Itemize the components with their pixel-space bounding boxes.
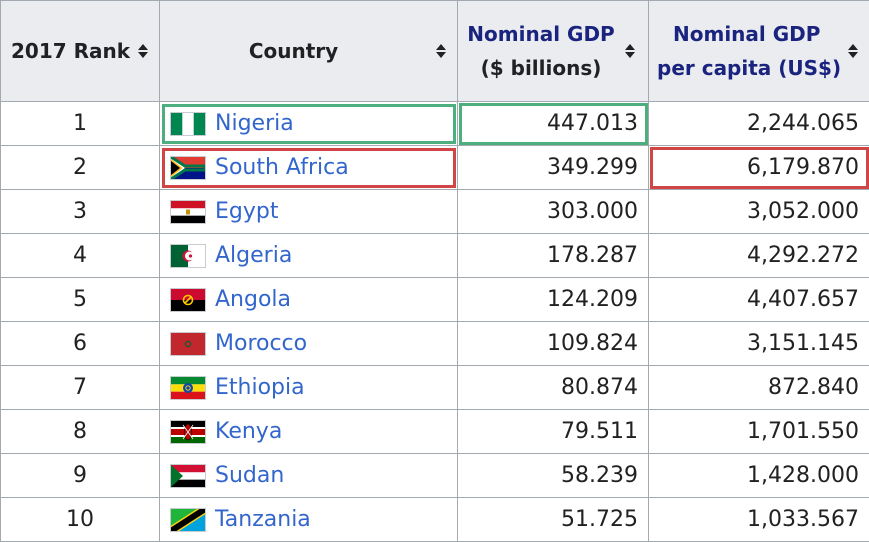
south-africa-flag-icon[interactable] (170, 155, 206, 180)
country-cell: Algeria (159, 233, 458, 278)
country-cell: Tanzania (159, 497, 458, 542)
gdp-per-capita-header-link[interactable]: Nominal GDP (673, 22, 821, 46)
sort-icon[interactable] (137, 43, 149, 59)
morocco-flag-icon[interactable] (170, 331, 206, 356)
gdp-per-capita-cell: 3,052.000 (648, 189, 869, 234)
gdp-cell: 80.874 (457, 365, 649, 410)
kenya-flag-icon[interactable] (170, 419, 206, 444)
gdp-header-unit: ($ billions) (480, 56, 602, 80)
country-cell: Nigeria (159, 101, 458, 146)
gdp-per-capita-header-unit[interactable]: per capita (US$) (657, 56, 842, 80)
gdp-per-capita-cell: 1,033.567 (648, 497, 869, 542)
nigeria-flag-icon[interactable] (170, 111, 206, 136)
rank-cell: 7 (0, 365, 160, 410)
sudan-flag-icon[interactable] (170, 463, 206, 488)
table-row: 3 Egypt 303.000 3,052.000 (0, 189, 869, 234)
table-row: 5 Angola 124.209 4,407.657 (0, 277, 869, 322)
country-cell: Egypt (159, 189, 458, 234)
table-row: 1 Nigeria 447.013 2,244.065 (0, 101, 869, 146)
country-column-header[interactable]: Country (159, 0, 458, 102)
country-header-label: Country (248, 39, 339, 63)
country-cell: Morocco (159, 321, 458, 366)
country-link[interactable]: Nigeria (215, 111, 294, 136)
egypt-flag-icon[interactable] (170, 199, 206, 224)
country-link[interactable]: Ethiopia (215, 375, 305, 400)
gdp-cell: 303.000 (457, 189, 649, 234)
gdp-per-capita-cell: 1,701.550 (648, 409, 869, 454)
sort-icon[interactable] (847, 43, 859, 59)
rank-cell: 4 (0, 233, 160, 278)
country-cell: Kenya (159, 409, 458, 454)
gdp-per-capita-cell: 1,428.000 (648, 453, 869, 498)
country-link[interactable]: Kenya (215, 419, 283, 444)
rank-column-header[interactable]: 2017 Rank (0, 0, 160, 102)
table-header-row: 2017 Rank Country Nominal GDP ($ billion… (0, 0, 869, 102)
gdp-cell: 79.511 (457, 409, 649, 454)
gdp-cell: 58.239 (457, 453, 649, 498)
table-row: 2 South Africa 349.299 6,179.870 (0, 145, 869, 190)
ethiopia-flag-icon[interactable] (170, 375, 206, 400)
country-link[interactable]: Tanzania (215, 507, 311, 532)
country-link[interactable]: Algeria (215, 243, 293, 268)
gdp-cell: 124.209 (457, 277, 649, 322)
country-link[interactable]: Morocco (215, 331, 308, 356)
country-link[interactable]: Egypt (215, 199, 279, 224)
table-row: 8 Kenya 79.511 1,701.550 (0, 409, 869, 454)
gdp-header-link[interactable]: Nominal GDP (467, 22, 615, 46)
rank-header-label: 2017 Rank (11, 39, 131, 63)
country-cell: South Africa (159, 145, 458, 190)
gdp-column-header[interactable]: Nominal GDP ($ billions) (457, 0, 649, 102)
gdp-per-capita-cell: 6,179.870 (648, 145, 869, 190)
table-row: 4 Algeria 178.287 4,292.272 (0, 233, 869, 278)
gdp-per-capita-cell: 2,244.065 (648, 101, 869, 146)
rank-cell: 3 (0, 189, 160, 234)
country-cell: Angola (159, 277, 458, 322)
algeria-flag-icon[interactable] (170, 243, 206, 268)
table-row: 9 Sudan 58.239 1,428.000 (0, 453, 869, 498)
rank-cell: 5 (0, 277, 160, 322)
rank-cell: 2 (0, 145, 160, 190)
gdp-per-capita-cell: 872.840 (648, 365, 869, 410)
rank-cell: 1 (0, 101, 160, 146)
gdp-per-capita-column-header[interactable]: Nominal GDP per capita (US$) (648, 0, 869, 102)
gdp-cell: 349.299 (457, 145, 649, 190)
gdp-cell: 447.013 (457, 101, 649, 146)
table-row: 7 Ethiopia 80.874 872.840 (0, 365, 869, 410)
gdp-per-capita-cell: 3,151.145 (648, 321, 869, 366)
country-cell: Sudan (159, 453, 458, 498)
country-link[interactable]: Sudan (215, 463, 285, 488)
table-row: 10 Tanzania 51.725 1,033.567 (0, 497, 869, 542)
angola-flag-icon[interactable] (170, 287, 206, 312)
gdp-cell: 178.287 (457, 233, 649, 278)
country-link[interactable]: South Africa (215, 155, 349, 180)
rank-cell: 8 (0, 409, 160, 454)
table-row: 6 Morocco 109.824 3,151.145 (0, 321, 869, 366)
rank-cell: 6 (0, 321, 160, 366)
gdp-cell: 51.725 (457, 497, 649, 542)
gdp-cell: 109.824 (457, 321, 649, 366)
sort-icon[interactable] (435, 43, 447, 59)
gdp-per-capita-cell: 4,292.272 (648, 233, 869, 278)
rank-cell: 9 (0, 453, 160, 498)
rank-cell: 10 (0, 497, 160, 542)
tanzania-flag-icon[interactable] (170, 507, 206, 532)
sort-icon[interactable] (624, 43, 636, 59)
country-cell: Ethiopia (159, 365, 458, 410)
country-link[interactable]: Angola (215, 287, 292, 312)
gdp-per-capita-cell: 4,407.657 (648, 277, 869, 322)
